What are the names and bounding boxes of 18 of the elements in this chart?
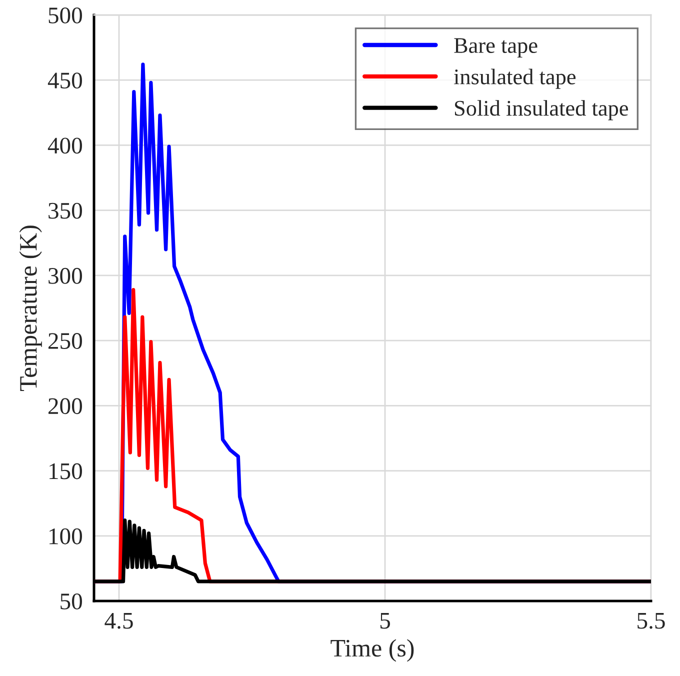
y-tick-label: 100 <box>50 528 82 544</box>
y-axis-title: Temperature (K) <box>19 226 42 391</box>
y-tick-label: 250 <box>48 333 82 349</box>
legend-label: Solid insulated tape <box>454 100 628 120</box>
y-tick-label: 450 <box>48 72 82 89</box>
x-tick-label: 5.5 <box>638 613 665 629</box>
legend-label: insulated tape <box>454 68 576 89</box>
legend-label: Bare tape <box>454 38 538 58</box>
x-tick-label: 5 <box>380 613 390 629</box>
y-tick-label: 400 <box>48 138 82 154</box>
x-axis-title: Time (s) <box>330 639 414 662</box>
y-tick-label: 50 <box>60 593 82 610</box>
y-tick-label: 200 <box>48 398 82 414</box>
y-tick-label: 150 <box>50 463 82 480</box>
y-tick-label: 350 <box>48 202 82 219</box>
y-tick-label: 300 <box>48 268 82 284</box>
y-tick-label: 500 <box>48 7 82 24</box>
x-tick-label: 4.5 <box>104 612 133 629</box>
